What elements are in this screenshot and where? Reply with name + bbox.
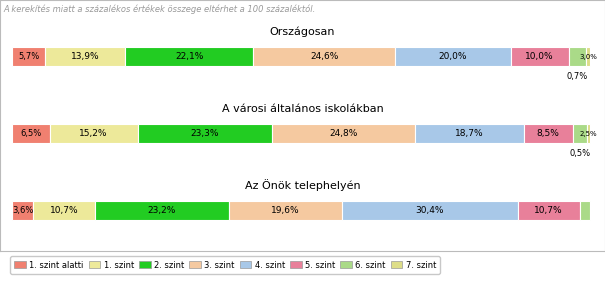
Text: 6,5%: 6,5% [20, 129, 42, 138]
Text: 23,3%: 23,3% [191, 129, 219, 138]
Text: Országosan: Országosan [270, 27, 335, 37]
Legend: 1. szint alatti, 1. szint, 2. szint, 3. szint, 4. szint, 5. szint, 6. szint, 7. : 1. szint alatti, 1. szint, 2. szint, 3. … [10, 256, 440, 274]
Bar [573, 124, 587, 143]
Text: 5,7%: 5,7% [18, 52, 39, 61]
Bar [586, 47, 590, 66]
Bar [12, 124, 50, 143]
Bar [253, 47, 395, 66]
Text: 20,0%: 20,0% [439, 52, 467, 61]
Bar [137, 124, 272, 143]
Text: 10,7%: 10,7% [50, 206, 78, 215]
Text: 15,2%: 15,2% [79, 129, 108, 138]
Bar [229, 201, 342, 220]
Text: A városi általános iskolákban: A városi általános iskolákban [221, 104, 384, 114]
Bar [416, 124, 523, 143]
Bar [12, 47, 45, 66]
Text: 3,6%: 3,6% [12, 206, 33, 215]
Bar [511, 47, 569, 66]
Text: A kerekítés miatt a százalékos értékek összege eltérhet a 100 százaléktól.: A kerekítés miatt a százalékos értékek ö… [3, 4, 315, 14]
Text: 3,0%: 3,0% [579, 54, 597, 60]
Bar [395, 47, 511, 66]
Bar [272, 124, 416, 143]
Bar [518, 201, 580, 220]
Text: 0,5%: 0,5% [569, 149, 590, 158]
Text: 8,5%: 8,5% [537, 129, 560, 138]
Text: Az Önök telephelyén: Az Önök telephelyén [244, 179, 361, 191]
Bar [523, 124, 573, 143]
Text: 0,7%: 0,7% [567, 72, 588, 81]
Text: 10,0%: 10,0% [525, 52, 554, 61]
Bar [45, 47, 125, 66]
Text: 22,1%: 22,1% [175, 52, 203, 61]
Bar [342, 201, 518, 220]
Bar [569, 47, 586, 66]
Bar [33, 201, 95, 220]
Text: 24,8%: 24,8% [330, 129, 358, 138]
Text: 30,4%: 30,4% [416, 206, 444, 215]
Bar [587, 124, 590, 143]
Text: 23,2%: 23,2% [148, 206, 176, 215]
Bar [95, 201, 229, 220]
Bar [12, 201, 33, 220]
Text: 18,7%: 18,7% [455, 129, 484, 138]
Bar [50, 124, 137, 143]
Text: 19,6%: 19,6% [271, 206, 299, 215]
Text: 24,6%: 24,6% [310, 52, 338, 61]
Text: 2,5%: 2,5% [580, 131, 597, 137]
Bar [125, 47, 253, 66]
Bar [580, 201, 590, 220]
Text: 10,7%: 10,7% [534, 206, 563, 215]
Text: 13,9%: 13,9% [71, 52, 99, 61]
